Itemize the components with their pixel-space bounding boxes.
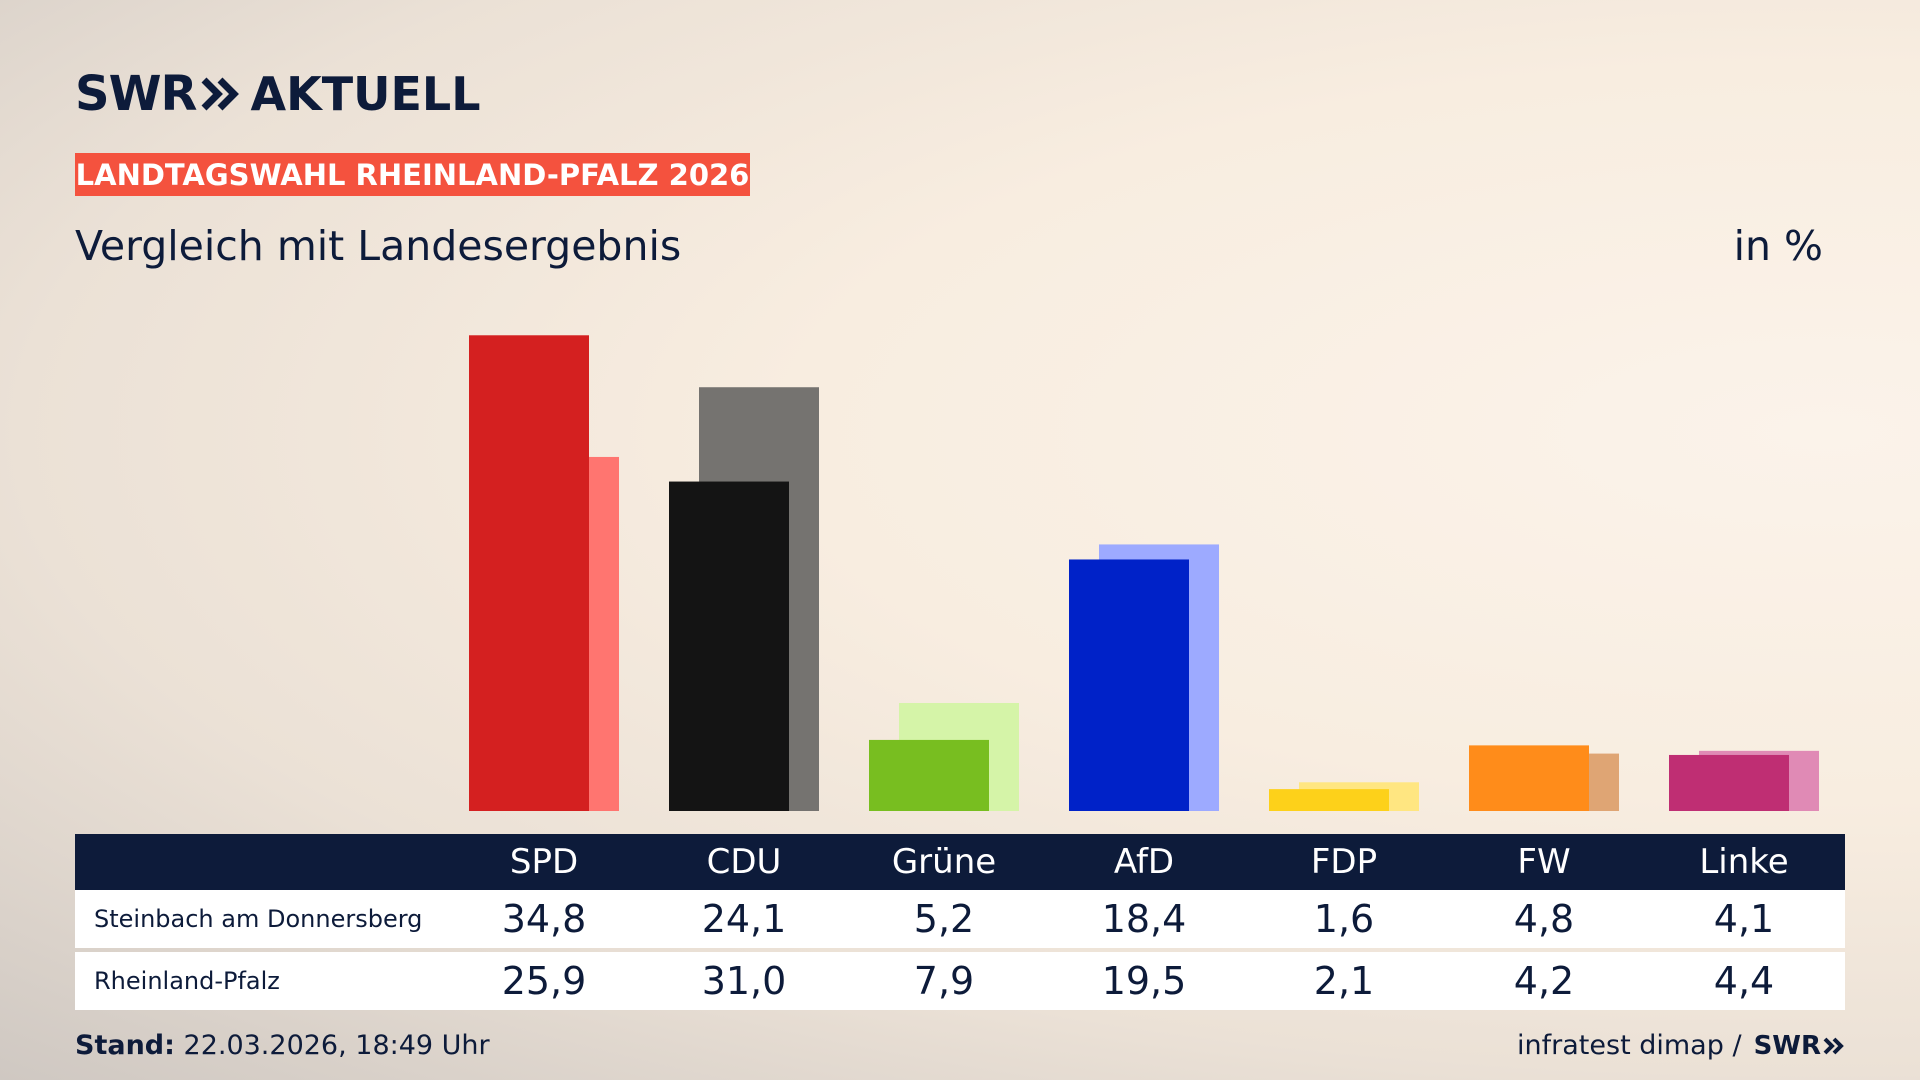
bar-chart	[469, 335, 1819, 811]
value-cell: 4,2	[1513, 959, 1575, 1003]
party-header-fdp: FDP	[1310, 842, 1378, 882]
logo-aktuell-text: AKTUELL	[250, 67, 481, 121]
value-cell: 1,6	[1313, 897, 1375, 941]
value-cell: 19,5	[1101, 959, 1187, 1003]
party-header-cdu: CDU	[706, 842, 782, 882]
bar-grüne-steinbach	[869, 739, 989, 811]
value-cell: 25,9	[501, 959, 587, 1003]
row-values: 25,9 31,0 7,9 19,5 2,1 4,2 4,4	[468, 952, 1845, 1010]
bar-linke-steinbach	[1669, 754, 1789, 811]
bar-spd-steinbach	[469, 335, 589, 811]
bar-fw-steinbach	[1469, 745, 1589, 811]
party-header-linke: Linke	[1699, 842, 1789, 882]
party-header-grüne: Grüne	[891, 842, 997, 882]
value-cell: 34,8	[501, 897, 587, 941]
swr-aktuell-logo: SWR AKTUELL	[75, 66, 481, 122]
election-tag: LANDTAGSWAHL RHEINLAND-PFALZ 2026	[75, 153, 750, 196]
double-chevron-icon	[202, 77, 240, 111]
double-chevron-icon	[1823, 1037, 1844, 1054]
table-row: Steinbach am Donnersberg 34,8 24,1 5,2 18,4…	[75, 890, 1845, 948]
party-header-fw: FW	[1517, 842, 1571, 882]
value-cell: 7,9	[913, 959, 975, 1003]
source-logo-text: SWR	[1753, 1030, 1821, 1061]
logo-swr-text: SWR	[75, 66, 197, 122]
header-spacer	[75, 834, 468, 890]
value-cell: 4,1	[1713, 897, 1775, 941]
bar-fdp-steinbach	[1269, 789, 1389, 811]
source-credit: infratest dimap / SWR	[1517, 1030, 1845, 1061]
value-cell: 31,0	[701, 959, 787, 1003]
row-label: Steinbach am Donnersberg	[94, 905, 423, 933]
unit-label: in %	[1733, 222, 1823, 270]
party-header-afd: AfD	[1113, 842, 1175, 882]
row-values: 34,8 24,1 5,2 18,4 1,6 4,8 4,1	[468, 890, 1845, 948]
stand-value: 22.03.2026, 18:49 Uhr	[183, 1030, 490, 1061]
timestamp: Stand: 22.03.2026, 18:49 Uhr	[75, 1030, 490, 1061]
stand-label: Stand:	[75, 1030, 175, 1061]
table-header: SPD CDU Grüne AfD FDP FW Linke	[75, 834, 1845, 890]
value-cell: 5,2	[913, 897, 975, 941]
chart-subtitle: Vergleich mit Landesergebnis	[75, 222, 682, 270]
value-cell: 24,1	[701, 897, 787, 941]
value-cell: 4,8	[1513, 897, 1575, 941]
value-cell: 2,1	[1313, 959, 1375, 1003]
value-cell: 4,4	[1713, 959, 1775, 1003]
bar-afd-steinbach	[1069, 559, 1189, 811]
party-header-cells: SPD CDU Grüne AfD FDP FW Linke	[468, 834, 1845, 890]
source-text: infratest dimap /	[1517, 1030, 1742, 1061]
results-table: SPD CDU Grüne AfD FDP FW Linke Steinbach am Do…	[75, 834, 1845, 1010]
party-header-spd: SPD	[509, 842, 579, 882]
row-label: Rheinland-Pfalz	[94, 967, 280, 995]
bar-cdu-steinbach	[669, 481, 789, 811]
value-cell: 18,4	[1101, 897, 1187, 941]
table-row: Rheinland-Pfalz 25,9 31,0 7,9 19,5 2,1 4,2 4,4	[75, 952, 1845, 1010]
